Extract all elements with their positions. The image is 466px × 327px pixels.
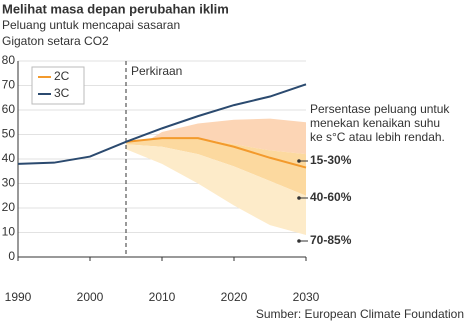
x-tick-label: 2000	[77, 290, 104, 304]
legend-box	[31, 66, 85, 105]
y-tick-label: 0	[8, 249, 15, 263]
forecast-label: Perkiraan	[131, 64, 182, 78]
y-tick-label: 30	[2, 176, 16, 190]
y-tick-label: 40	[2, 151, 16, 165]
x-tick-label: 2020	[221, 290, 248, 304]
source: Sumber: European Climate Foundation	[256, 307, 464, 321]
chart-subtitle: Peluang untuk mencapai sasaran	[2, 18, 180, 32]
annotation: Persentase peluang untuk	[310, 102, 450, 116]
series-line	[17, 83, 307, 165]
y-tick-label: 60	[2, 102, 16, 116]
chart-title: Melihat masa depan perubahan iklim	[2, 1, 229, 16]
x-tick-label: 1990	[5, 290, 32, 304]
band-label: 15-30%	[310, 153, 352, 167]
band-label: 70-85%	[310, 233, 352, 247]
y-axis-label: Gigaton setara CO2	[2, 34, 109, 48]
series-line	[125, 137, 307, 169]
band-label: 40-60%	[310, 190, 352, 204]
y-tick-label: 80	[2, 53, 16, 67]
y-tick-label: 20	[2, 200, 16, 214]
y-tick-label: 50	[2, 127, 16, 141]
annotation: menekan kenaikan suhu	[310, 116, 440, 130]
y-tick-label: 70	[2, 78, 16, 92]
y-tick-label: 10	[2, 225, 16, 239]
legend-label: 2C	[54, 69, 70, 83]
legend-label: 3C	[54, 86, 70, 100]
band-area	[126, 138, 306, 196]
x-tick-label: 2030	[293, 290, 320, 304]
band-area	[147, 118, 306, 155]
x-tick-label: 2010	[149, 290, 176, 304]
annotation: ke s°C atau lebih rendah.	[310, 130, 445, 144]
band-area	[126, 144, 306, 235]
